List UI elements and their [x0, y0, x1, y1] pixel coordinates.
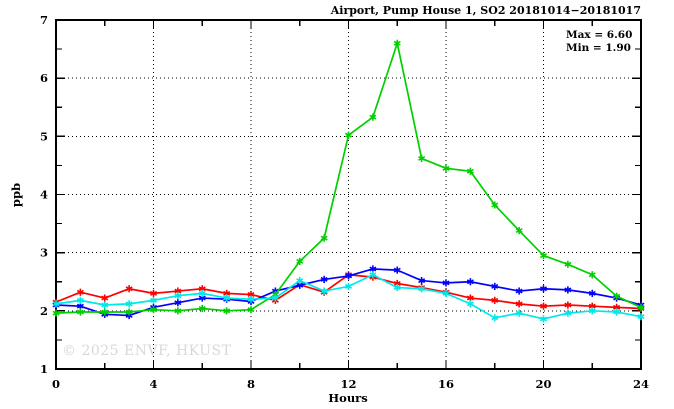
data-point-marker-series_1 — [515, 300, 523, 308]
data-point-marker-series_4 — [271, 294, 279, 302]
data-point-marker-series_1 — [149, 289, 158, 297]
data-point-marker-series_3 — [320, 234, 328, 242]
x-tick-label: 20 — [535, 377, 551, 391]
y-tick-label: 5 — [40, 129, 48, 143]
data-point-marker-series_4 — [174, 292, 182, 300]
data-point-marker-series_1 — [539, 302, 548, 310]
data-point-marker-series_4 — [466, 300, 474, 308]
data-point-marker-series_2 — [539, 285, 548, 293]
data-point-marker-series_3 — [101, 308, 109, 316]
data-point-marker-series_3 — [418, 154, 426, 163]
data-point-marker-series_4 — [344, 282, 353, 290]
data-point-marker-series_4 — [393, 283, 401, 292]
data-point-marker-series_3 — [247, 306, 255, 314]
data-point-marker-series_2 — [491, 282, 499, 290]
data-point-marker-series_2 — [588, 289, 596, 297]
x-tick-label: 0 — [52, 377, 60, 391]
series-series_4 — [52, 271, 645, 323]
data-point-marker-series_4 — [418, 285, 426, 293]
y-tick-label: 1 — [40, 362, 48, 376]
data-point-marker-series_1 — [101, 294, 109, 302]
data-point-marker-series_2 — [442, 279, 450, 287]
y-tick-label: 6 — [40, 71, 48, 85]
data-point-marker-series_4 — [101, 301, 109, 309]
data-point-marker-series_1 — [564, 301, 572, 309]
data-point-marker-series_3 — [613, 292, 621, 300]
plot-frame — [55, 19, 642, 370]
data-point-marker-series_2 — [466, 278, 474, 286]
x-tick-label: 24 — [633, 377, 649, 391]
data-point-marker-series_1 — [76, 288, 84, 296]
data-point-marker-series_3 — [76, 308, 84, 316]
data-point-marker-series_4 — [613, 308, 621, 316]
data-point-marker-series_3 — [491, 201, 499, 209]
data-point-marker-series_4 — [125, 300, 133, 308]
data-point-marker-series_3 — [344, 131, 353, 139]
y-axis-label: ppb — [9, 183, 23, 207]
data-point-marker-series_1 — [125, 285, 133, 293]
data-point-marker-series_3 — [52, 309, 60, 317]
data-point-marker-series_1 — [491, 296, 499, 304]
data-point-marker-series_3 — [637, 303, 645, 311]
watermark: © 2025 ENVF, HKUST — [62, 343, 232, 359]
data-point-marker-series_3 — [539, 251, 548, 260]
chart-title: Airport, Pump House 1, SO2 20181014−2018… — [330, 4, 641, 17]
data-series-layer — [52, 39, 645, 323]
data-point-marker-series_4 — [491, 314, 499, 322]
x-tick-label: 8 — [247, 377, 255, 391]
data-point-marker-series_4 — [76, 296, 84, 304]
data-point-marker-series_2 — [515, 287, 523, 295]
data-point-marker-series_3 — [369, 113, 377, 121]
data-point-marker-series_4 — [52, 300, 60, 308]
y-tick-label: 4 — [40, 188, 48, 202]
data-point-marker-series_3 — [466, 167, 474, 175]
max-value-annotation: Max = 6.60 — [566, 29, 632, 41]
data-point-marker-series_2 — [174, 299, 182, 307]
data-point-marker-series_2 — [393, 266, 401, 274]
data-point-marker-series_4 — [539, 315, 548, 323]
x-tick-label: 16 — [438, 377, 454, 391]
data-point-marker-series_2 — [564, 286, 572, 294]
data-point-marker-series_3 — [442, 164, 450, 172]
y-tick-label: 7 — [40, 13, 48, 27]
data-point-marker-series_4 — [442, 289, 450, 297]
x-tick-label: 4 — [149, 377, 157, 391]
x-tick-label: 12 — [340, 377, 356, 391]
data-point-marker-series_3 — [149, 306, 158, 314]
data-point-marker-series_2 — [344, 272, 353, 280]
data-point-marker-series_4 — [296, 276, 304, 285]
data-point-marker-series_4 — [637, 313, 645, 321]
data-point-marker-series_3 — [125, 308, 133, 316]
data-point-marker-series_4 — [588, 307, 596, 315]
data-point-marker-series_3 — [296, 257, 304, 265]
data-point-marker-series_3 — [223, 307, 231, 315]
data-point-marker-series_4 — [198, 289, 206, 297]
y-tick-label: 3 — [40, 246, 48, 260]
data-point-marker-series_4 — [515, 309, 523, 317]
data-point-marker-series_3 — [198, 304, 206, 313]
data-point-marker-series_4 — [564, 309, 572, 317]
data-point-marker-series_4 — [369, 271, 377, 279]
x-axis-label: Hours — [328, 391, 367, 405]
min-value-annotation: Min = 1.90 — [566, 42, 631, 54]
data-point-marker-series_3 — [393, 39, 401, 47]
data-point-marker-series_3 — [588, 271, 596, 279]
data-point-marker-series_4 — [247, 295, 255, 303]
data-point-marker-series_3 — [515, 226, 523, 235]
data-point-marker-series_3 — [174, 307, 182, 315]
series-series_3 — [52, 39, 645, 317]
data-point-marker-series_4 — [223, 294, 231, 302]
y-tick-label: 2 — [40, 304, 48, 318]
data-point-marker-series_4 — [149, 296, 158, 304]
data-point-marker-series_3 — [564, 260, 572, 268]
data-point-marker-series_4 — [320, 287, 328, 295]
data-point-marker-series_2 — [320, 275, 328, 284]
data-point-marker-series_2 — [418, 276, 426, 285]
